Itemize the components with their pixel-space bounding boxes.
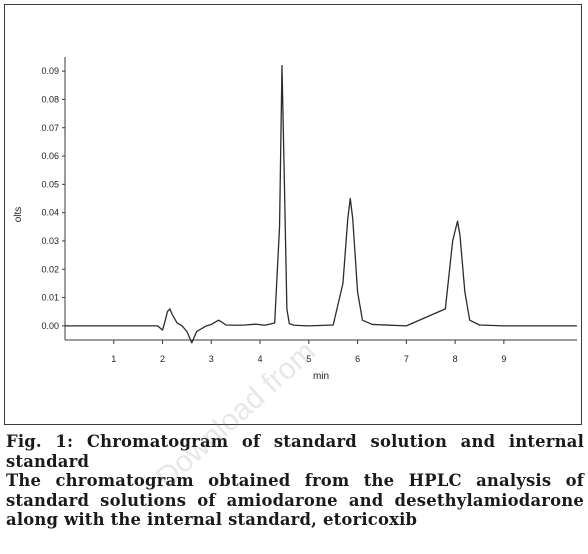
y-tick-label: 0.03 bbox=[41, 236, 59, 246]
caption-line-3: The chromatogram obtained from the HPLC … bbox=[6, 471, 584, 490]
y-tick-label: 0.09 bbox=[41, 66, 59, 76]
y-tick-label: 0.00 bbox=[41, 321, 59, 331]
x-tick-label: 8 bbox=[453, 354, 458, 364]
caption-line-2: standard bbox=[6, 451, 90, 471]
x-tick-label: 9 bbox=[501, 354, 506, 364]
ticks: 0.00 0.01 0.02 0.03 0.04 0.05 0.06 0.07 0.08 0.09… bbox=[41, 66, 506, 364]
x-tick-label: 6 bbox=[355, 354, 360, 364]
x-tick-label: 2 bbox=[160, 354, 165, 364]
y-axis-title: olts bbox=[13, 207, 24, 223]
y-tick-label: 0.07 bbox=[41, 123, 59, 133]
caption-line-4: standard solutions of amiodarone and des… bbox=[6, 490, 584, 510]
x-axis-title: min bbox=[313, 371, 329, 382]
y-tick-label: 0.05 bbox=[41, 179, 59, 189]
figure-caption: Fig. 1: Chromatogram of standard solutio… bbox=[6, 432, 584, 530]
y-tick-label: 0.01 bbox=[41, 293, 59, 303]
figure-frame: 0.00 0.01 0.02 0.03 0.04 0.05 0.06 0.07 0.08 0.09… bbox=[4, 4, 582, 425]
x-tick-label: 4 bbox=[258, 354, 263, 364]
caption-line-1: Fig. 1: Chromatogram of standard solutio… bbox=[6, 432, 584, 451]
x-tick-label: 3 bbox=[209, 354, 214, 364]
x-tick-label: 5 bbox=[306, 354, 311, 364]
x-tick-label: 7 bbox=[404, 354, 409, 364]
y-tick-label: 0.04 bbox=[41, 208, 59, 218]
y-tick-label: 0.06 bbox=[41, 151, 59, 161]
y-tick-label: 0.02 bbox=[41, 264, 59, 274]
chromatogram-chart: 0.00 0.01 0.02 0.03 0.04 0.05 0.06 0.07 0.08 0.09… bbox=[13, 57, 577, 382]
caption-line-5: along with the internal standard, etoric… bbox=[6, 510, 418, 529]
y-tick-label: 0.08 bbox=[41, 94, 59, 104]
axes bbox=[64, 57, 577, 341]
chromatogram-trace bbox=[65, 64, 577, 344]
x-tick-label: 1 bbox=[111, 354, 116, 364]
